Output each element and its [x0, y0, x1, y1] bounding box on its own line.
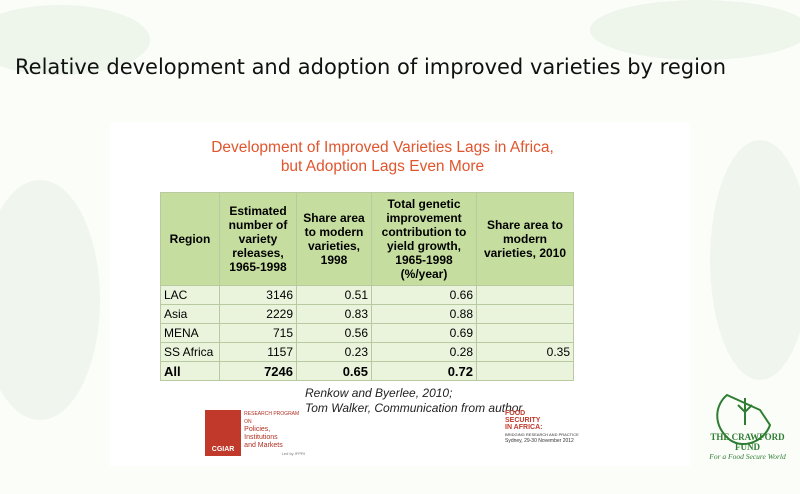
table-cell: 7246	[219, 361, 297, 381]
crawford-logo: THE CRAWFORD FUND For a Food Secure Worl…	[700, 392, 795, 461]
table-cell: SS Africa	[160, 342, 220, 362]
table-row: SS Africa 1157 0.23 0.28 0.35	[160, 342, 574, 362]
table-cell: 1157	[219, 342, 297, 362]
figure: Development of Improved Varieties Lags i…	[110, 122, 690, 466]
table-cell: 0.69	[371, 323, 477, 343]
table-row: MENA 715 0.56 0.69	[160, 323, 574, 343]
table-cell: 3146	[219, 285, 297, 305]
table-cell: 0.35	[476, 342, 574, 362]
fsa-line: IN AFRICA:	[505, 424, 543, 431]
table-cell: All	[160, 361, 220, 381]
source-line: Renkow and Byerlee, 2010;	[305, 386, 453, 400]
header-row: Region Estimated number of variety releas…	[160, 192, 574, 286]
table-cell: MENA	[160, 323, 220, 343]
cgiar-logo: CGIAR RESEARCH PROGRAM ON Policies, Inst…	[205, 410, 305, 456]
table-cell: 0.72	[371, 361, 477, 381]
table-cell: 2229	[219, 304, 297, 324]
crawford-name: THE CRAWFORD FUND	[710, 432, 785, 452]
table-row: All 7246 0.65 0.72	[160, 361, 574, 381]
fsa-line: SECURITY	[505, 417, 541, 424]
title-line: Development of Improved Varieties Lags i…	[211, 139, 554, 156]
fsa-date: Sydney, 29-30 November 2012	[505, 438, 574, 444]
header-cell: Region	[160, 192, 220, 286]
table-cell	[476, 323, 574, 343]
header-cell: Share area to modern varieties, 2010	[476, 192, 574, 286]
table-cell: 715	[219, 323, 297, 343]
data-table: Region Estimated number of variety releas…	[160, 192, 574, 381]
table-cell: LAC	[160, 285, 220, 305]
table-cell	[476, 304, 574, 324]
header-cell: Estimated number of variety releases, 19…	[219, 192, 297, 286]
table-cell	[476, 285, 574, 305]
program-line: Policies,	[244, 426, 271, 433]
program-line: and Markets	[244, 442, 283, 449]
fsa-sub: BRIDGING RESEARCH AND PRACTICE	[505, 432, 579, 437]
table-cell: 0.88	[371, 304, 477, 324]
table-cell: 0.83	[296, 304, 372, 324]
table-cell: 0.66	[371, 285, 477, 305]
table-cell: 0.51	[296, 285, 372, 305]
program-line: Institutions	[244, 434, 278, 441]
table-row: Asia 2229 0.83 0.88	[160, 304, 574, 324]
slide-title: Relative development and adoption of imp…	[15, 55, 727, 79]
program: RESEARCH PROGRAM ON	[244, 411, 300, 425]
crawford-tagline: For a Food Secure World	[709, 452, 786, 461]
table-cell: 0.56	[296, 323, 372, 343]
header-cell: Share area to modern varieties, 1998	[296, 192, 372, 286]
fsa-logo: FOOD SECURITY IN AFRICA: BRIDGING RESEAR…	[505, 410, 579, 445]
table-cell	[476, 361, 574, 381]
source-line: Tom Walker, Communication from author	[305, 401, 523, 415]
header-cell: Total genetic improvement contribution t…	[371, 192, 477, 286]
table-cell: 0.28	[371, 342, 477, 362]
table-cell: 0.23	[296, 342, 372, 362]
title-line: but Adoption Lags Even More	[280, 158, 485, 175]
fsa-line: FOOD	[505, 410, 526, 417]
table-cell: 0.65	[296, 361, 372, 381]
table-row: LAC 3146 0.51 0.66	[160, 285, 574, 305]
cgiar-name: CGIAR	[205, 410, 242, 456]
source: Renkow and Byerlee, 2010; Tom Walker, Co…	[305, 386, 522, 416]
table-cell: Asia	[160, 304, 220, 324]
led-by: Led by IFPRI	[281, 451, 305, 456]
figure-title: Development of Improved Varieties Lags i…	[110, 138, 655, 176]
